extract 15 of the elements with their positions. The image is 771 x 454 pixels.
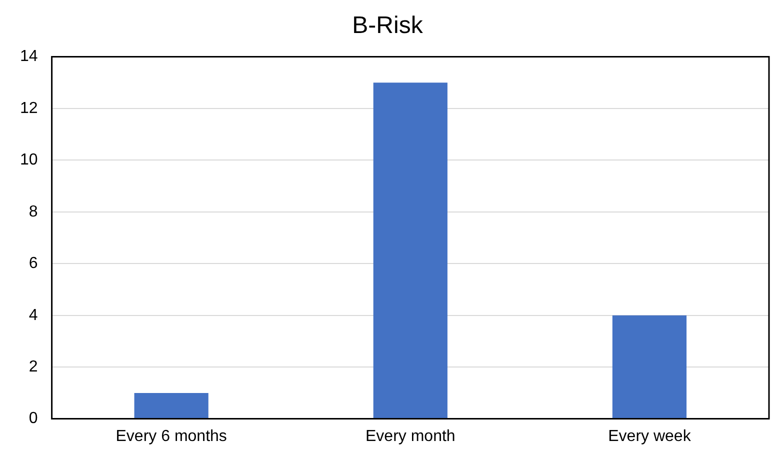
y-tick-label: 0 bbox=[28, 410, 38, 428]
x-tick-label: Every 6 months bbox=[116, 428, 227, 445]
y-tick-label: 4 bbox=[28, 306, 38, 324]
bar bbox=[373, 82, 448, 418]
bar bbox=[134, 392, 208, 418]
y-tick-label: 10 bbox=[20, 152, 38, 169]
y-tick-label: 12 bbox=[20, 100, 38, 117]
y-tick-label: 14 bbox=[20, 48, 38, 66]
y-tick-label: 6 bbox=[28, 255, 38, 272]
chart-title: B-Risk bbox=[352, 12, 424, 40]
x-tick-label: Every month bbox=[365, 428, 456, 445]
bar bbox=[612, 315, 687, 418]
y-tick-label: 2 bbox=[28, 358, 38, 376]
x-tick-label: Every week bbox=[608, 428, 692, 445]
y-tick-label: 8 bbox=[28, 203, 38, 220]
